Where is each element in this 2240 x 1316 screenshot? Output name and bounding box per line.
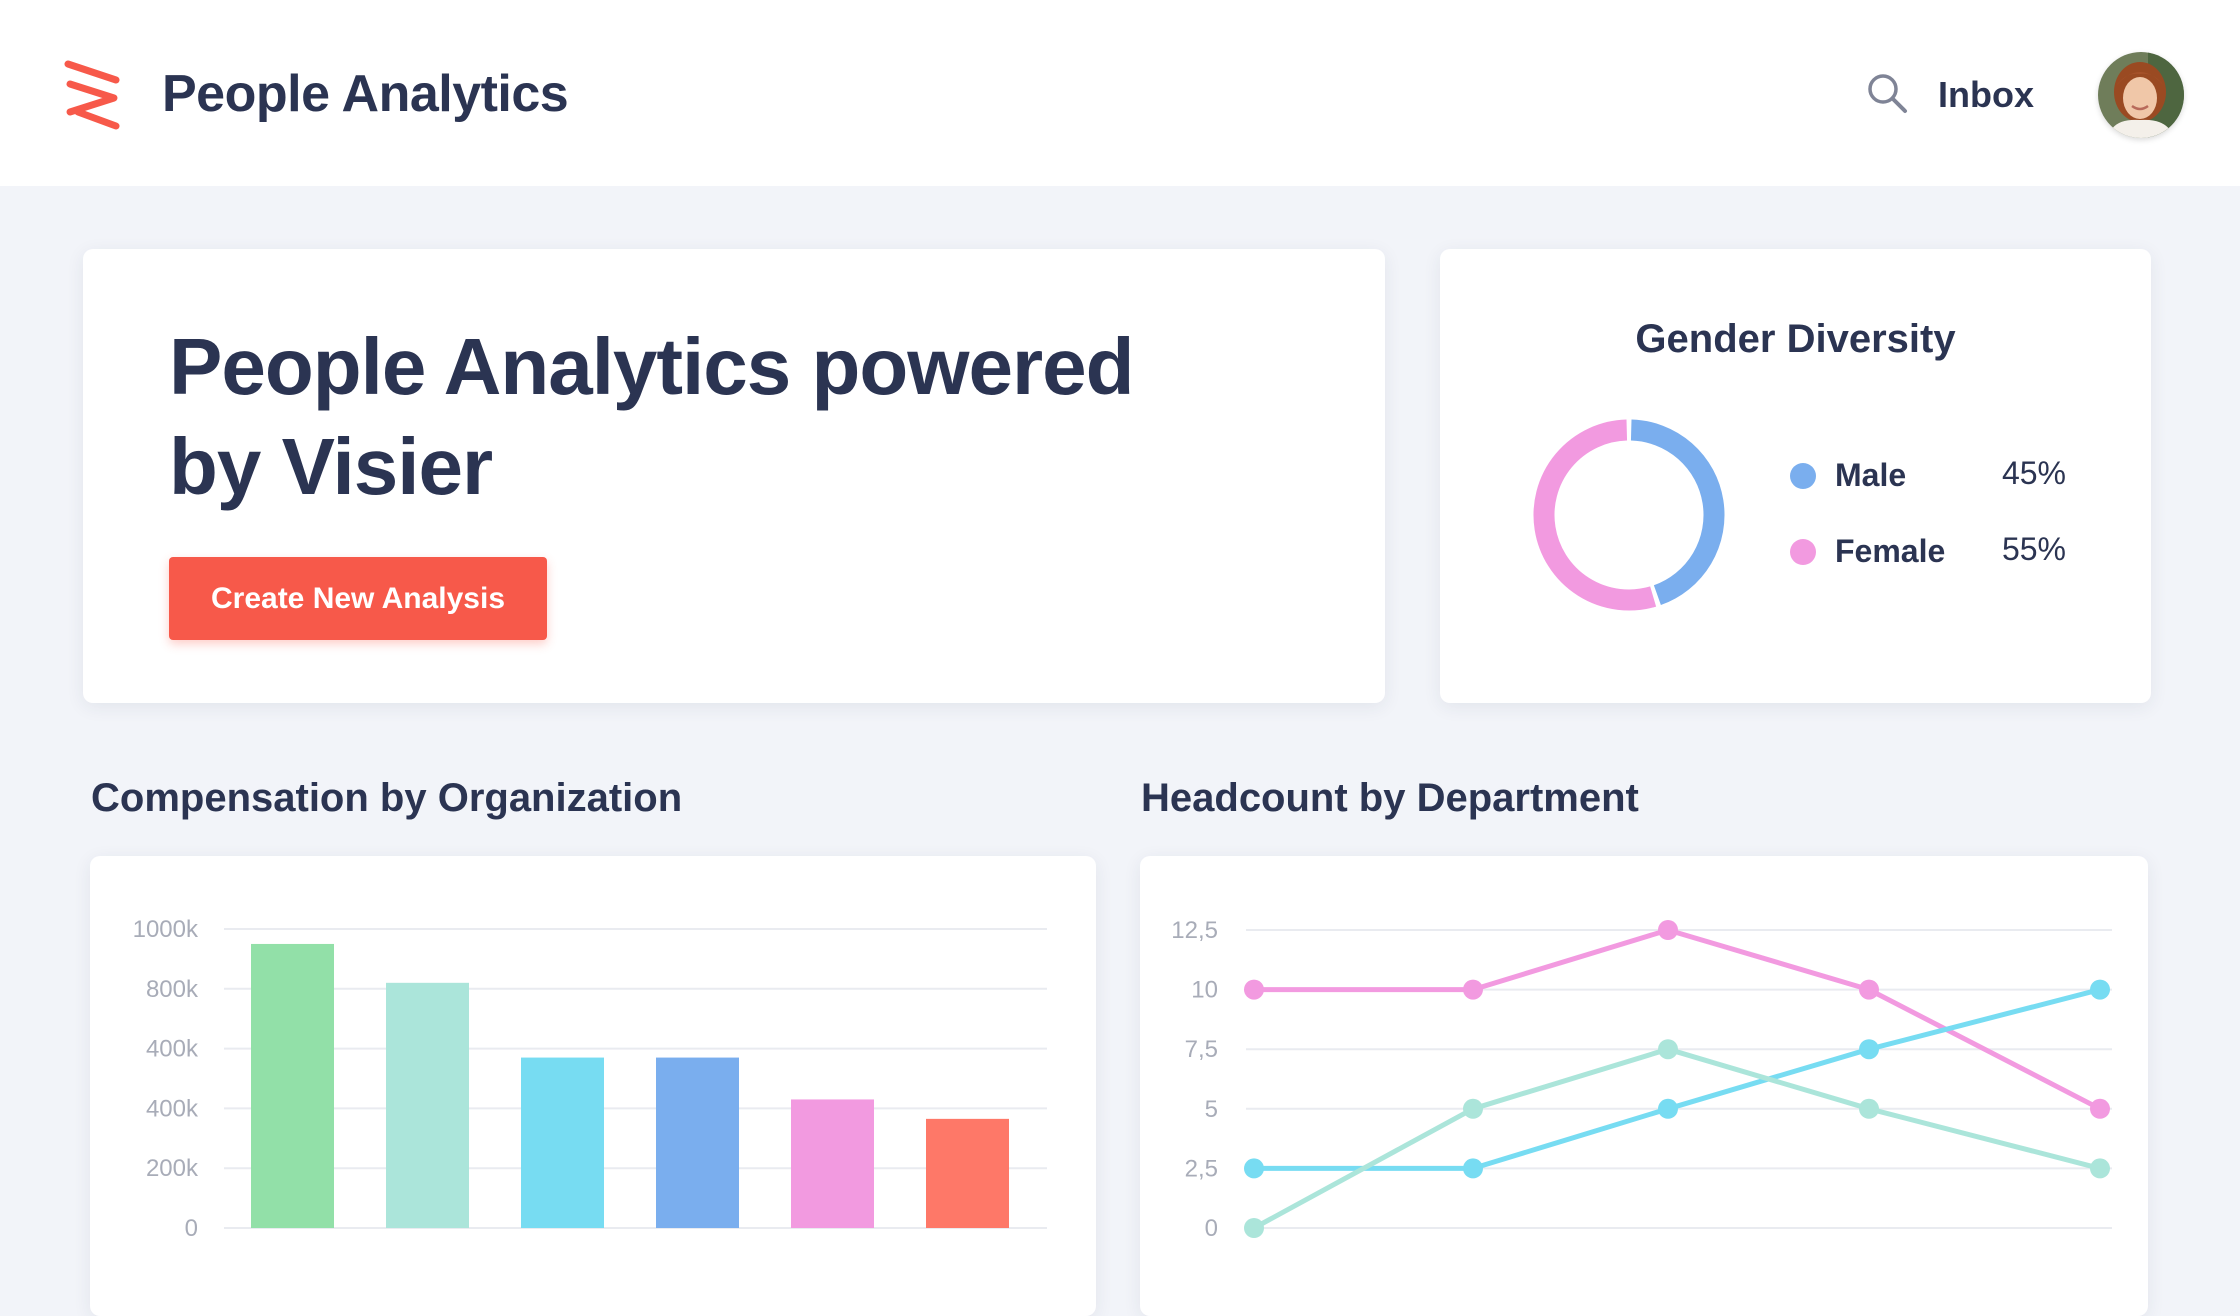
create-new-analysis-button[interactable]: Create New Analysis (169, 557, 547, 640)
y-tick-label: 7,5 (1185, 1036, 1218, 1063)
donut-slice-female (1533, 419, 1657, 611)
app-title: People Analytics (162, 65, 569, 123)
y-tick-label: 400k (146, 1095, 199, 1122)
gender-diversity-card: Gender Diversity Male 45% Female 55% (1440, 249, 2151, 703)
legend-item-male: Male 45% (1790, 455, 2090, 495)
series-3-point (1463, 1098, 1483, 1119)
series-3-point (2090, 1158, 2110, 1179)
series-3-point (1244, 1218, 1264, 1238)
hero-title: People Analytics powered by Visier (169, 322, 1134, 511)
gender-diversity-title: Gender Diversity (1635, 317, 1956, 361)
series-2-point (1463, 1158, 1483, 1179)
visier-logo-icon[interactable] (64, 58, 120, 132)
bar-2 (386, 982, 469, 1228)
series-2-point (1244, 1158, 1264, 1179)
female-legend-dot (1790, 539, 1816, 565)
series-1-point (1244, 979, 1264, 1000)
legend-label: Female (1835, 533, 1946, 569)
series-line-1 (1254, 927, 2102, 1112)
donut-slice-male (1630, 419, 1725, 606)
legend-value: 55% (2001, 531, 2066, 567)
avatar-image (2098, 52, 2184, 138)
series-2-point (1859, 1039, 1879, 1060)
y-tick-label: 400k (146, 1036, 199, 1063)
male-legend-dot (1790, 463, 1816, 489)
y-tick-label: 10 (1191, 977, 1218, 1004)
legend-value: 45% (2001, 455, 2066, 491)
bar-1 (251, 943, 334, 1228)
series-line-3 (1252, 1046, 2101, 1231)
y-tick-label: 0 (1205, 1215, 1218, 1242)
y-tick-label: 200k (146, 1155, 199, 1182)
legend-label: Male (1835, 457, 1907, 493)
compensation-bar-chart: 0 200k 400k 400k 800k 1000k (133, 916, 1047, 1242)
bar-6 (926, 1118, 1009, 1228)
y-tick-label: 1000k (133, 916, 199, 943)
bar-4 (656, 1057, 739, 1228)
y-tick-label: 5 (1205, 1096, 1218, 1123)
series-2-point (1658, 1098, 1678, 1119)
hero-card: People Analytics powered by Visier Creat… (83, 249, 1385, 703)
headcount-chart-card: 0 2,5 5 7,5 10 12,5 (1140, 856, 2148, 1316)
bar-3 (521, 1057, 604, 1228)
series-1-point (1658, 920, 1678, 940)
y-tick-label: 800k (146, 976, 199, 1003)
compensation-chart-card: 0 200k 400k 400k 800k 1000k (90, 856, 1096, 1316)
series-3-point (1859, 1098, 1879, 1119)
series-2-point (2090, 979, 2110, 1000)
legend-item-female: Female 55% (1790, 531, 2090, 571)
inbox-link[interactable]: Inbox (1938, 74, 2034, 115)
series-line-2 (1254, 987, 2101, 1171)
compensation-section-title: Compensation by Organization (91, 776, 683, 820)
y-tick-label: 12,5 (1171, 917, 1218, 944)
series-1-point (1859, 979, 1879, 1000)
top-bar: People Analytics Inbox (0, 0, 2240, 186)
bar-5 (791, 1099, 874, 1228)
user-avatar[interactable] (2098, 52, 2184, 138)
search-icon[interactable] (1866, 72, 1908, 114)
y-tick-label: 2,5 (1185, 1155, 1218, 1182)
y-tick-label: 0 (185, 1215, 198, 1242)
series-1-point (2090, 1098, 2110, 1119)
gender-donut-chart (1533, 419, 1725, 611)
series-3-point (1658, 1039, 1678, 1060)
headcount-section-title: Headcount by Department (1141, 776, 1639, 820)
series-1-point (1463, 979, 1483, 1000)
headcount-line-chart: 0 2,5 5 7,5 10 12,5 (1171, 917, 2112, 1242)
